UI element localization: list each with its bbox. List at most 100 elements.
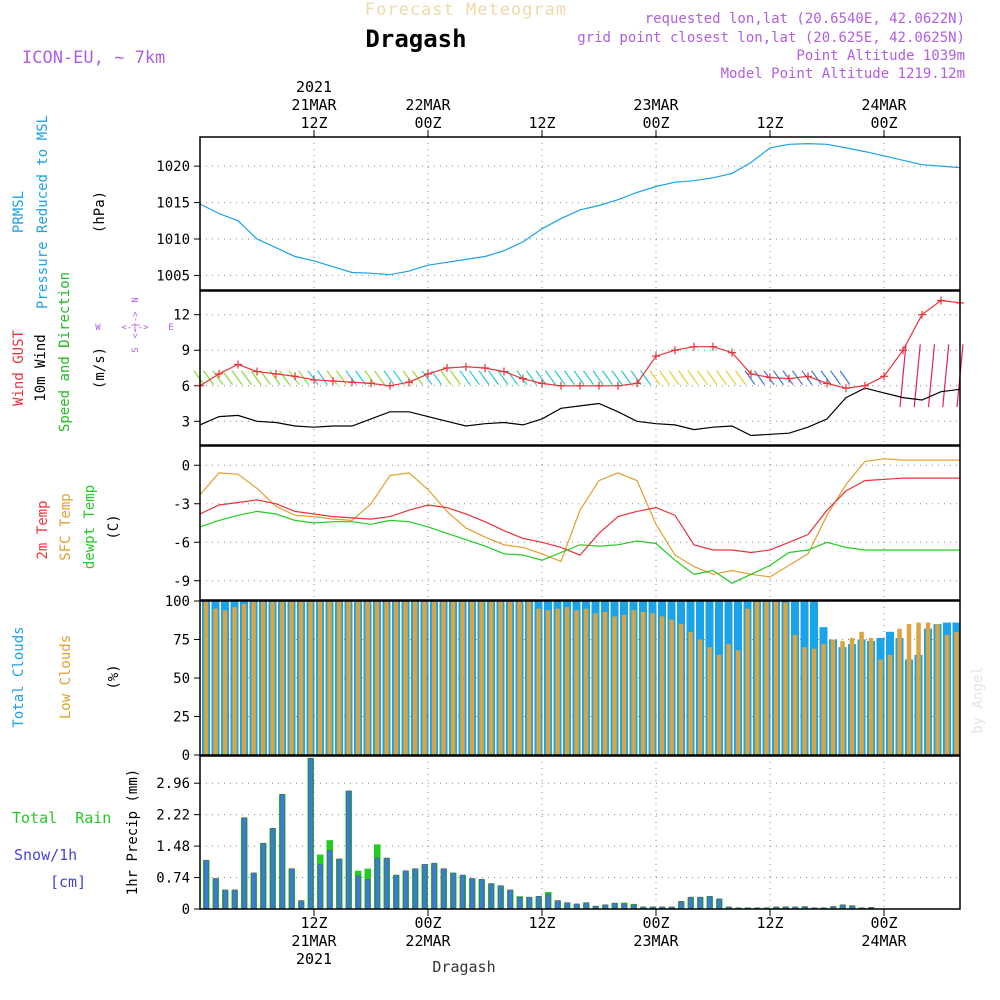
- low-cloud-bar: [574, 610, 579, 755]
- plot-area: [200, 446, 960, 600]
- wind-direction-arrow: [355, 370, 366, 386]
- wind-direction-arrow: [801, 370, 813, 386]
- wind-direction-arrow: [640, 370, 651, 386]
- low-cloud-bar: [764, 601, 769, 755]
- low-cloud-bar: [830, 639, 836, 755]
- snow-bar: [678, 901, 684, 910]
- low-cloud-bar: [897, 628, 902, 755]
- bottom-time-label: 12Z: [300, 914, 327, 932]
- snow-bar: [450, 872, 456, 910]
- wind-direction-arrow: [621, 370, 632, 386]
- low-cloud-bar: [213, 608, 218, 755]
- low-cloud-bar: [707, 647, 712, 755]
- snow-bar: [317, 864, 323, 910]
- snow-bar: [621, 903, 627, 910]
- low-cloud-bar: [906, 624, 912, 755]
- y-tick-label: 0: [182, 902, 190, 918]
- gust-marker: [557, 381, 565, 390]
- y-tick-label: 0: [182, 458, 190, 474]
- low-cloud-bar: [241, 604, 247, 755]
- wind-direction-arrow: [431, 370, 442, 386]
- snow-label: Snow/1h: [14, 846, 77, 864]
- wind-direction-arrow: [649, 370, 661, 386]
- low-cloud-bar: [773, 601, 779, 755]
- compass-east: E: [168, 323, 173, 333]
- gust-marker: [291, 372, 299, 381]
- compass-south: S: [131, 347, 141, 352]
- bottom-time-label: 24MAR: [861, 932, 907, 950]
- wind-direction-arrow: [706, 370, 718, 386]
- gust-marker: [329, 377, 337, 386]
- snow-bar: [507, 889, 513, 910]
- snow-bar: [222, 889, 228, 910]
- wind-direction-arrow: [459, 370, 471, 386]
- precipitation-panel: 0 0.74 1.48 2.22 2.96: [156, 755, 961, 918]
- snow-bar: [441, 868, 447, 910]
- snow-bar: [346, 790, 352, 910]
- wind-direction-arrow: [412, 370, 423, 386]
- temperature-panel: 0 -3 -6 -9: [173, 445, 961, 601]
- gust-marker: [234, 360, 242, 369]
- gust-marker: [823, 379, 831, 388]
- snow-bar: [479, 879, 485, 910]
- panel-border: [199, 290, 961, 446]
- top-time-label: 24MAR: [861, 96, 907, 114]
- compass-north: N: [131, 297, 141, 302]
- top-title: Forecast Meteogram: [365, 0, 567, 20]
- low-cloud-bar: [859, 631, 864, 755]
- wind-direction-arrow: [668, 370, 680, 386]
- footer-location: Dragash: [432, 958, 495, 976]
- top-time-label: 22MAR: [405, 96, 451, 114]
- wind-direction-arrow: [364, 370, 376, 386]
- wind-direction-arrow: [716, 370, 727, 386]
- gust-marker: [899, 346, 907, 355]
- sfc-temp-label: SFC Temp: [58, 493, 74, 560]
- wind-direction-arrow: [820, 370, 832, 386]
- low-cloud-bar: [498, 601, 503, 755]
- low-cloud-bar: [555, 608, 560, 755]
- bottom-time-label: 2021: [296, 950, 332, 968]
- wind-direction-arrow: [469, 370, 480, 386]
- gust-marker: [652, 352, 660, 361]
- bottom-time-label: 00Z: [870, 914, 897, 932]
- low-cloud-bar: [878, 659, 883, 755]
- low-cloud-bar: [403, 601, 408, 755]
- low-cloud-bar: [308, 601, 313, 755]
- wind-direction-arrow: [630, 370, 642, 386]
- gust-marker: [481, 364, 489, 372]
- low-cloud-bar: [251, 601, 256, 755]
- gust-marker: [785, 374, 793, 383]
- bottom-time-label: 00Z: [642, 914, 669, 932]
- dewpt-line: [199, 510, 960, 584]
- wind-direction-arrow: [393, 370, 404, 386]
- low-cloud-bar: [621, 614, 627, 755]
- low-cloud-bar: [222, 610, 228, 755]
- wind-direction-arrow: [193, 370, 205, 386]
- total-rain-label: Total Rain: [12, 809, 111, 827]
- wind-direction-arrow: [535, 370, 547, 386]
- snow-bar: [555, 900, 561, 910]
- snow-bar: [365, 879, 371, 910]
- snow-bar: [374, 857, 380, 910]
- pressure-line: [199, 142, 961, 276]
- wind-direction-arrow: [526, 370, 537, 386]
- top-time-label: 12Z: [756, 114, 783, 132]
- panel-border: [199, 445, 961, 601]
- gust-marker: [766, 373, 774, 382]
- low-cloud-bar: [469, 601, 475, 755]
- gust-marker: [272, 369, 280, 378]
- wind-direction-arrow: [554, 370, 566, 386]
- wind-direction-arrow: [564, 370, 575, 386]
- bottom-time-label: 12Z: [756, 914, 783, 932]
- snow-bar: [279, 794, 285, 910]
- y-tick-label: 1010: [156, 232, 190, 248]
- wind-direction-arrow: [678, 370, 689, 386]
- snow-bar: [517, 896, 523, 910]
- low-cloud-bar: [916, 622, 921, 755]
- wind-direction-arrow: [497, 370, 509, 386]
- snow-bar: [384, 857, 390, 910]
- wind-direction-arrow: [611, 370, 623, 386]
- gust-marker: [348, 378, 356, 387]
- wind-direction-arrow: [545, 370, 556, 386]
- gust-marker: [671, 346, 679, 355]
